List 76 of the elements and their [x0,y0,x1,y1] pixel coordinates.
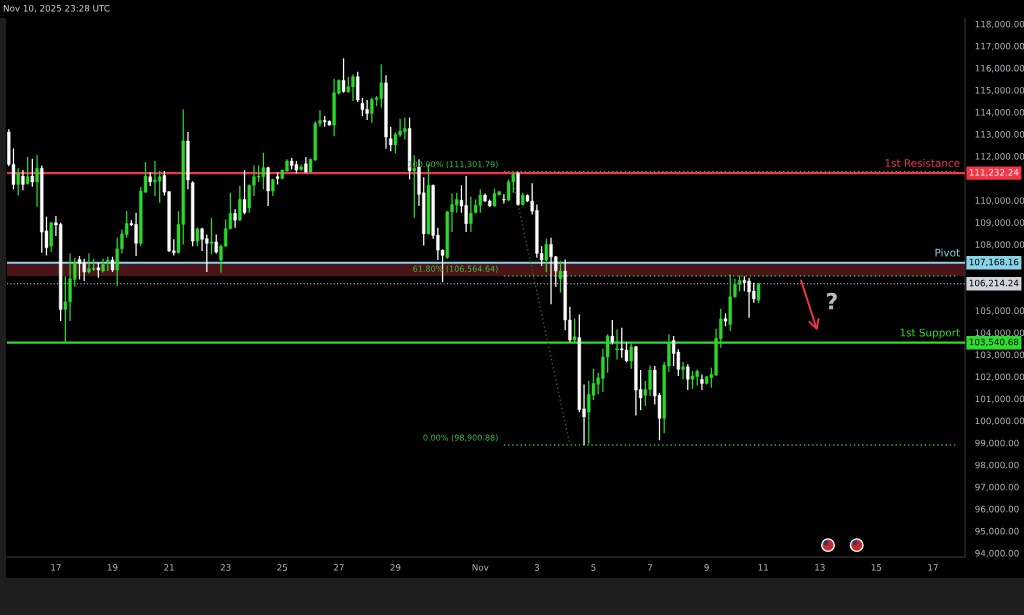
candlestick [700,373,704,391]
ref-line-label: 107,168.16 [969,258,1019,267]
x-tick-label: 23 [220,564,231,571]
x-tick-label: 13 [815,564,825,571]
y-tick-label: 108,000.00 [975,241,1024,249]
x-tick-label: 25 [277,564,288,571]
y-tick-label: 112,000.00 [975,153,1024,161]
candlestick [25,156,30,186]
y-tick-label: 110,000.00 [975,197,1024,205]
x-tick-label: Nov [472,564,489,571]
x-tick-label: 17 [51,564,61,571]
candlestick [16,167,20,197]
candlestick [502,193,506,205]
x-tick-label: 9 [704,564,709,571]
candlestick [209,217,214,255]
y-tick-label: 115,000.00 [975,86,1024,95]
x-tick-label: 21 [164,564,174,571]
chart-title: Nov 10, 2025 23:28 UTC [3,4,110,13]
y-tick-label: 99,000.00 [975,439,1019,448]
ref-line-label: 103,540.68 [969,338,1019,347]
y-tick-label: 105,000.00 [975,307,1024,315]
x-tick-label: 27 [333,564,344,571]
candlestick [686,363,690,391]
y-tick-label: 109,000.00 [975,219,1024,227]
y-tick-label: 98,000.00 [975,461,1019,470]
candlestick [671,335,676,367]
candlestick [492,188,497,208]
ref-line-label: 106,214.24 [969,279,1019,288]
x-tick-label: 29 [390,564,401,571]
candlestick [21,169,25,191]
candlestick [341,57,346,94]
candlestick [261,152,266,190]
candlestick [544,238,548,273]
candlestick [360,97,365,117]
x-tick-label: 19 [107,564,118,571]
y-tick-label: 118,000.00 [975,20,1024,29]
candlestick [681,361,685,380]
y-tick-label: 100,000.00 [975,417,1024,426]
y-tick-label: 94,000.00 [975,549,1019,558]
x-tick-label: 11 [758,564,768,571]
candlestick [610,319,614,346]
y-tick-label: 103,000.00 [975,351,1024,359]
annotation: 1st Resistance [885,158,960,167]
y-tick-label: 97,000.00 [975,483,1019,492]
candlestick [389,126,393,152]
annotation: ? [826,292,837,310]
candlestick [506,178,511,202]
candlestick [266,166,270,207]
candlestick [356,71,360,103]
y-tick-label: 95,000.00 [975,527,1019,536]
candlestick [233,208,237,229]
candlestick [30,158,35,188]
candlestick [238,185,242,222]
y-tick-label: 114,000.00 [975,108,1024,117]
x-tick-label: 7 [647,564,653,571]
candlestick [77,255,82,281]
candlestick [35,154,39,208]
candlestick [49,221,53,253]
ref-line-label: 111,232.24 [969,169,1019,177]
y-tick-label: 117,000.00 [975,42,1024,51]
annotation: Pivot [935,248,960,257]
candlestick [242,169,247,216]
y-tick-label: 116,000.00 [975,64,1024,73]
annotation: 1st Support [900,328,960,339]
x-tick-label: 15 [871,564,882,571]
y-tick-label: 104,000.00 [975,329,1024,337]
y-tick-label: 96,000.00 [975,505,1019,514]
x-tick-label: 3 [534,564,539,571]
x-tick-label: 17 [928,564,938,571]
y-tick-label: 102,000.00 [975,373,1024,382]
annotation: 0.00% (98,900.88) [423,434,498,442]
y-tick-label: 101,000.00 [975,395,1024,404]
y-tick-label: 113,000.00 [975,131,1024,139]
x-tick-label: 5 [591,564,596,571]
candlestick [157,170,162,204]
candlestick [558,260,563,294]
